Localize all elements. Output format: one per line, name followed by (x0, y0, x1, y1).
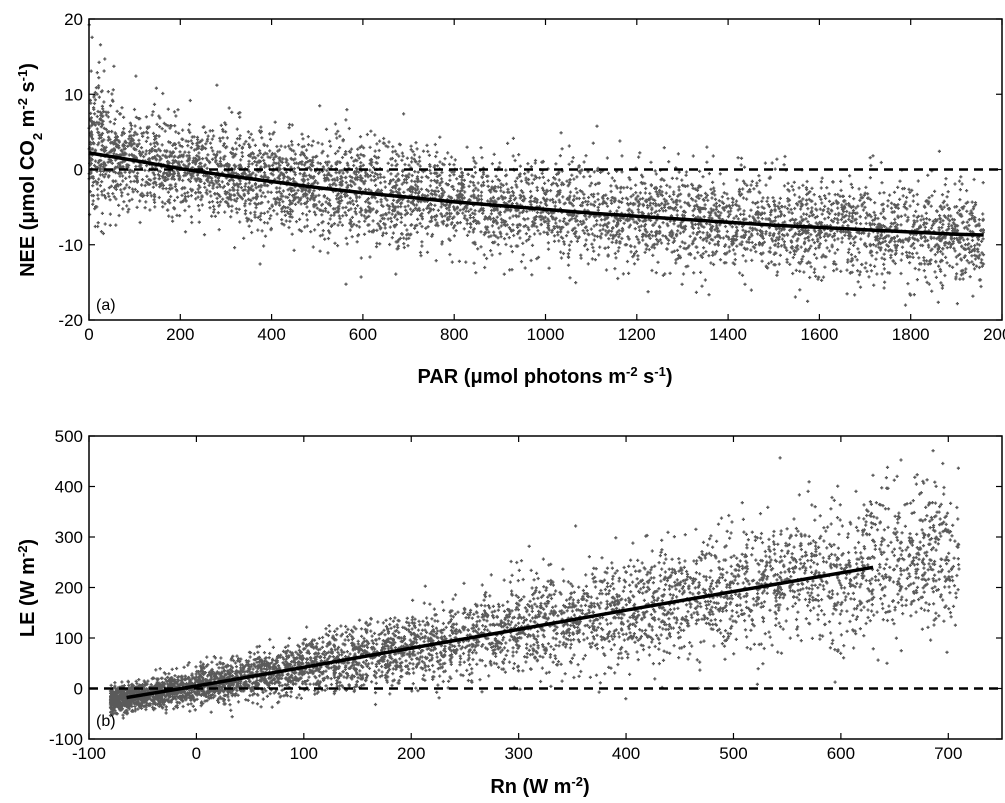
y-tick-label: 300 (55, 528, 83, 547)
x-tick-label: 300 (504, 744, 532, 763)
y-axis-label-b: LE (W m-2) (15, 539, 40, 637)
x-tick-label: 200 (397, 744, 425, 763)
panel-b: -100 0 100 200 300 400 500 600 700 -100 0 100 200 300… (15, 427, 1003, 798)
x-axis-label-a: PAR (μmol photons m-2 s-1) (417, 364, 672, 389)
x-tick-label: 700 (934, 744, 962, 763)
y-tick-label: 10 (64, 85, 83, 104)
y-tick-label: -20 (58, 311, 83, 330)
x-tick-label: 1200 (618, 325, 656, 344)
y-axis-label-a: NEE (μmol CO2 m-2 s-1) (15, 63, 45, 277)
x-tick-label: 2000 (983, 325, 1005, 344)
x-tick-label: 0 (84, 325, 93, 344)
x-tick-label: 800 (440, 325, 468, 344)
panel-label-b: (b) (96, 713, 116, 730)
scatter-markers (87, 23, 986, 307)
ticks-a: 0200400600800100012001400160018002000-20… (58, 10, 1005, 344)
x-tick-label: 600 (827, 744, 855, 763)
y-tick-label: 20 (64, 10, 83, 29)
x-tick-label: 600 (349, 325, 377, 344)
ticks-b: -100 0 100 200 300 400 500 600 700 -100 0 100 200 300… (49, 427, 1002, 763)
x-tick-label: 100 (290, 744, 318, 763)
y-tick-label: -10 (58, 236, 83, 255)
x-tick-label: 200 (166, 325, 194, 344)
fit-curve (88, 151, 984, 237)
fit-line-a (88, 151, 984, 237)
y-tick-label: 0 (74, 161, 83, 180)
y-tick-label: -100 (49, 730, 83, 749)
x-tick-label: 0 (192, 744, 201, 763)
x-axis-label-b: Rn (W m-2) (490, 774, 589, 799)
y-tick-label: 500 (55, 427, 83, 446)
y-tick-label: 400 (55, 478, 83, 497)
panel-label-a: (a) (96, 297, 116, 314)
y-tick-label: 200 (55, 579, 83, 598)
scatter-points-a (87, 23, 986, 307)
fit-curve (126, 565, 874, 700)
x-tick-label: 1800 (892, 325, 930, 344)
x-tick-label: 1000 (527, 325, 565, 344)
x-tick-label: -100 (72, 744, 106, 763)
x-tick-label: 400 (257, 325, 285, 344)
x-tick-label: 1400 (709, 325, 747, 344)
fit-line-b (126, 565, 874, 700)
x-tick-label: 1600 (800, 325, 838, 344)
x-tick-label: 500 (719, 744, 747, 763)
y-tick-label: 0 (74, 680, 83, 699)
panel-a: 0200400600800100012001400160018002000-20… (15, 10, 1005, 388)
x-tick-label: 400 (612, 744, 640, 763)
y-tick-label: 100 (55, 629, 83, 648)
